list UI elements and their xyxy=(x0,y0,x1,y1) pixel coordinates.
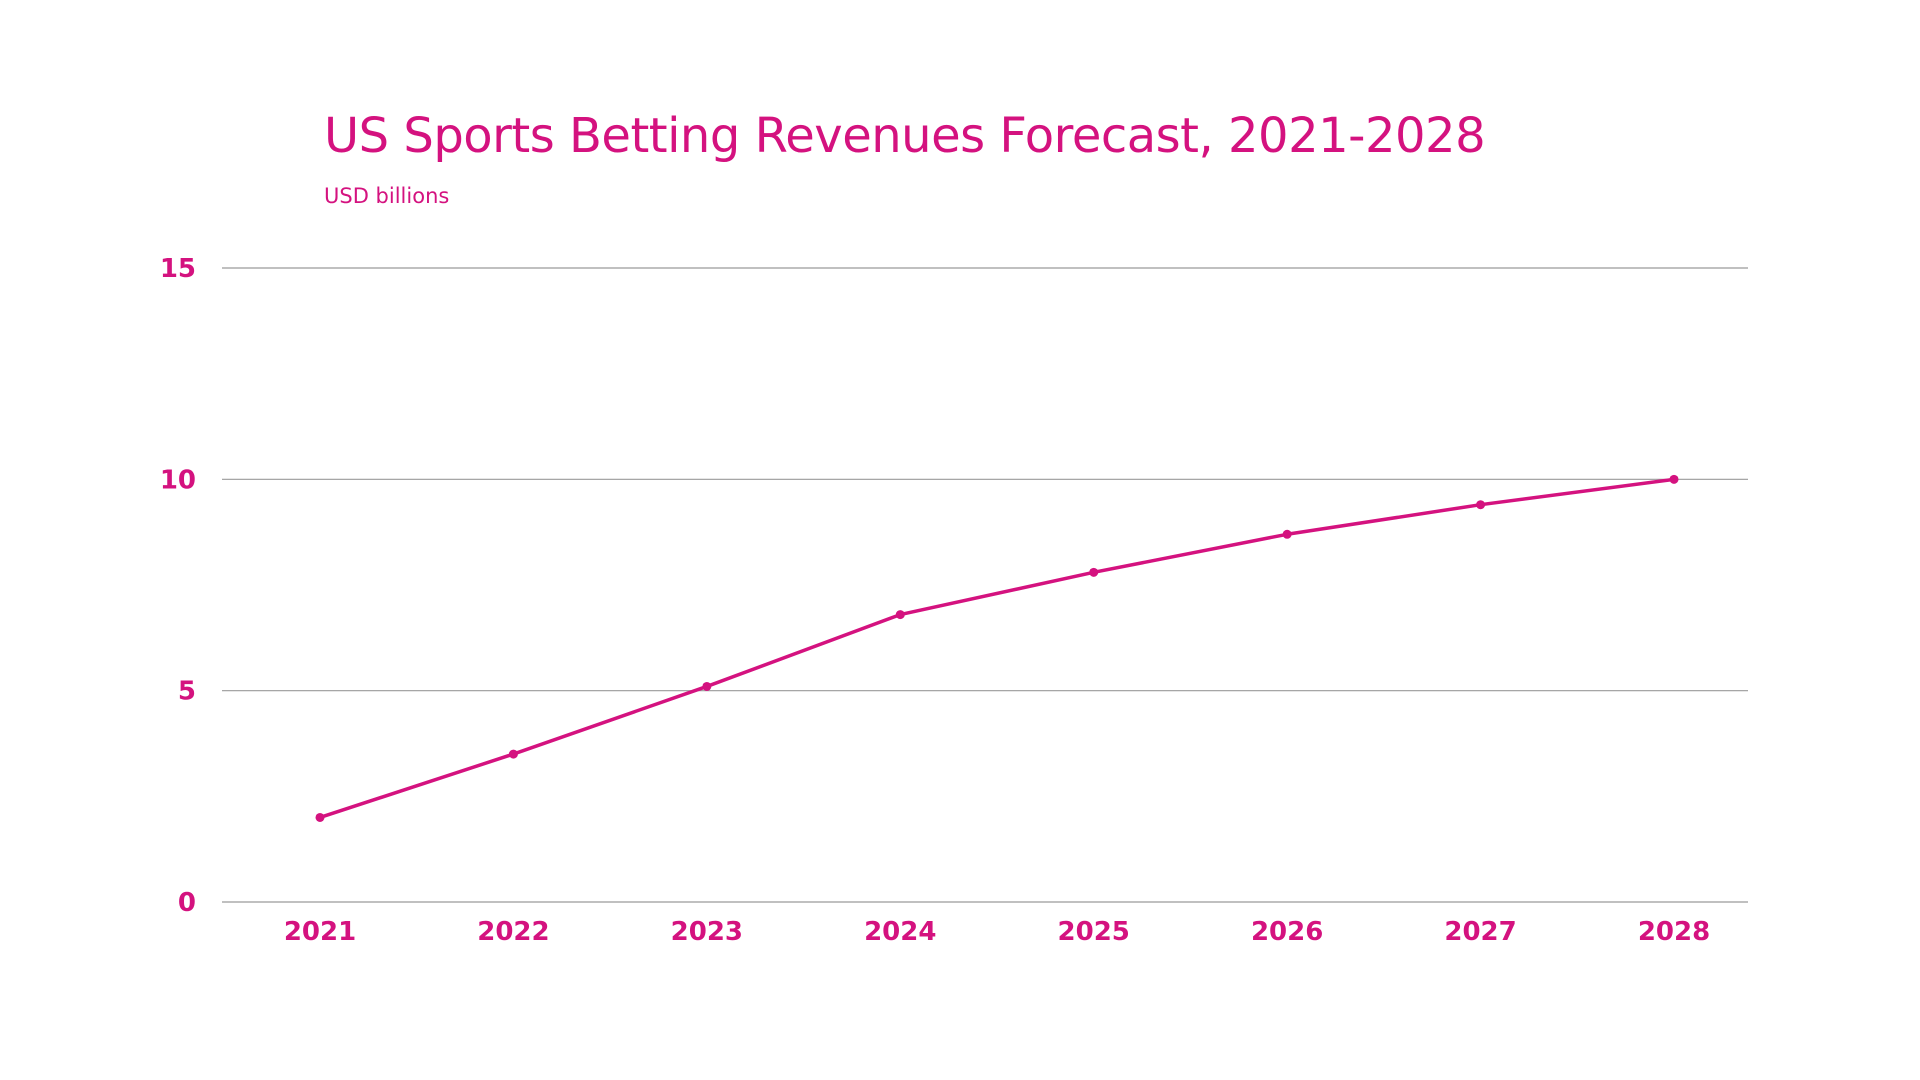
y-tick-label-15: 15 xyxy=(160,254,196,284)
x-tick-label-2022: 2022 xyxy=(477,917,549,947)
y-axis-ticks: 0 5 10 15 xyxy=(160,254,196,918)
x-tick-label-2021: 2021 xyxy=(284,917,356,947)
series-line-0 xyxy=(318,477,1676,820)
gridlines xyxy=(222,267,1748,903)
x-tick-label-2028: 2028 xyxy=(1638,917,1710,947)
series-layer xyxy=(315,474,1679,822)
data-point-2028 xyxy=(1669,474,1679,484)
x-tick-label-2024: 2024 xyxy=(864,917,936,947)
chart-subtitle: USD billions xyxy=(324,184,450,208)
x-tick-label-2025: 2025 xyxy=(1058,917,1130,947)
y-tick-label-5: 5 xyxy=(178,677,196,707)
data-point-2026 xyxy=(1282,529,1292,539)
data-point-2027 xyxy=(1476,500,1486,510)
data-point-2024 xyxy=(895,610,905,620)
x-axis-ticks: 2021 2022 2023 2024 2025 2026 2027 2028 xyxy=(284,917,1710,947)
data-point-2023 xyxy=(702,681,712,691)
x-tick-label-2023: 2023 xyxy=(671,917,743,947)
data-point-2022 xyxy=(508,749,518,759)
x-tick-label-2027: 2027 xyxy=(1444,917,1516,947)
data-point-2025 xyxy=(1089,567,1099,577)
chart-title: US Sports Betting Revenues Forecast, 202… xyxy=(324,108,1486,164)
x-tick-label-2026: 2026 xyxy=(1251,917,1323,947)
data-point-2021 xyxy=(315,812,325,822)
y-tick-label-10: 10 xyxy=(160,465,196,495)
y-tick-label-0: 0 xyxy=(178,888,196,918)
